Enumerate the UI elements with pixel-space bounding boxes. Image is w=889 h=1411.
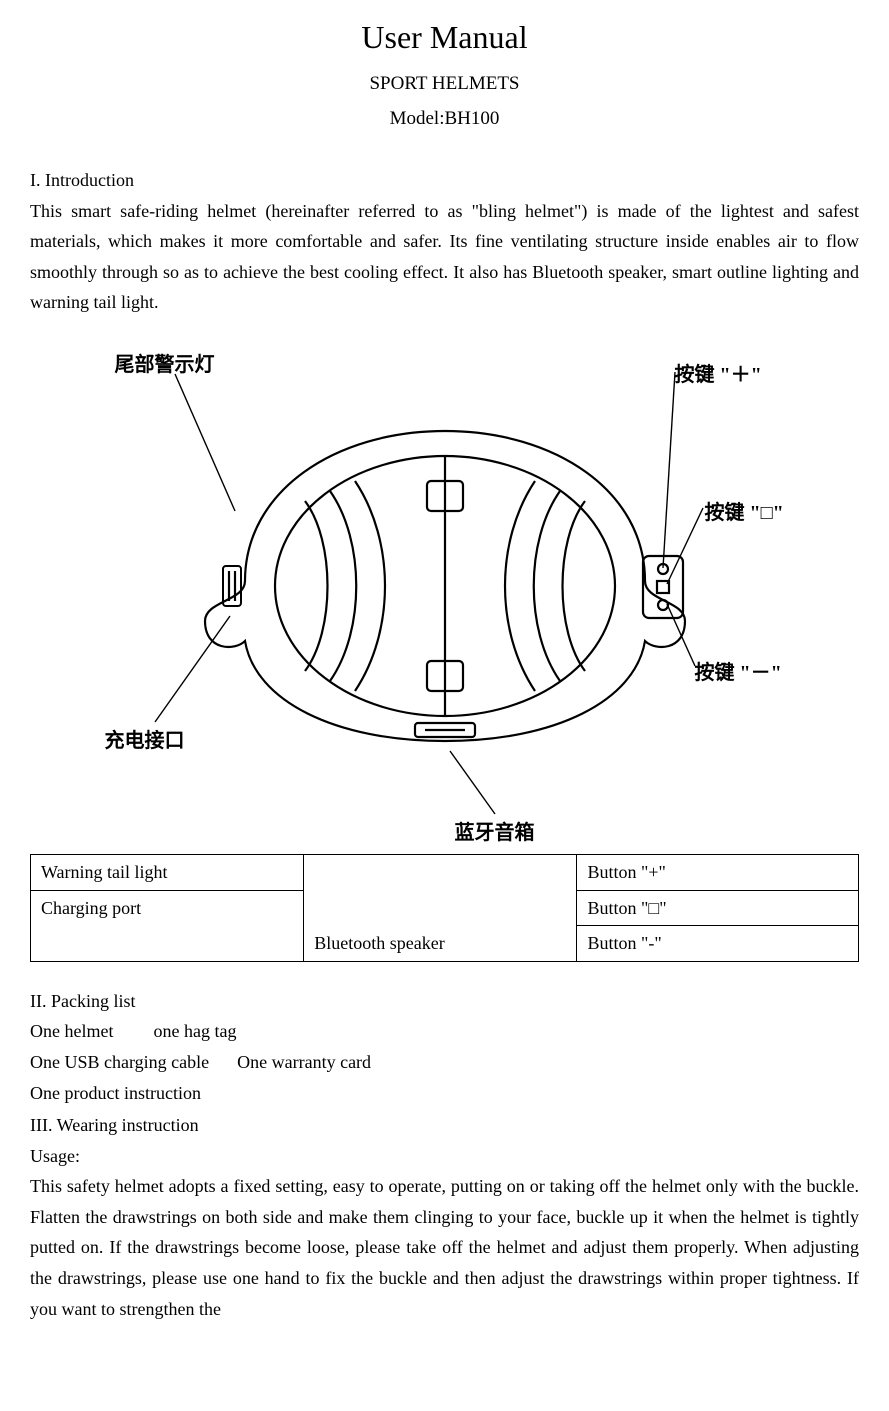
section-1-heading: I. Introduction	[30, 165, 859, 196]
cell-button-square: Button "□"	[577, 890, 859, 926]
document-subtitle: SPORT HELMETS	[30, 68, 859, 100]
introduction-body: This smart safe-riding helmet (hereinaft…	[30, 196, 859, 318]
packing-line-3: One product instruction	[30, 1078, 859, 1109]
packing-line-2: One USB charging cable One warranty card	[30, 1047, 859, 1078]
helmet-diagram: 尾部警示灯 充电接口 蓝牙音箱 按键 "＋" 按键 "□" 按键 "－"	[75, 336, 815, 846]
packing-item-helmet: One helmet	[30, 1021, 113, 1041]
cell-charging-port: Charging port	[31, 890, 304, 961]
cell-button-plus: Button "+"	[577, 854, 859, 890]
packing-item-hagtag: one hag tag	[153, 1021, 236, 1041]
model-number: Model:BH100	[30, 103, 859, 135]
helmet-diagram-container: 尾部警示灯 充电接口 蓝牙音箱 按键 "＋" 按键 "□" 按键 "－"	[30, 336, 859, 846]
wearing-instruction-body: This safety helmet adopts a fixed settin…	[30, 1171, 859, 1324]
label-tail-light: 尾部警示灯	[115, 348, 215, 382]
label-button-minus: 按键 "－"	[695, 656, 782, 690]
cell-bluetooth-speaker: Bluetooth speaker	[304, 854, 577, 961]
document-title: User Manual	[30, 10, 859, 64]
cell-button-minus: Button "-"	[577, 926, 859, 962]
packing-line-1: One helmet one hag tag	[30, 1016, 859, 1047]
parts-table: Warning tail light Bluetooth speaker But…	[30, 854, 859, 962]
packing-item-usb: One USB charging cable	[30, 1052, 209, 1072]
label-charging-port: 充电接口	[105, 724, 185, 758]
cell-warning-tail-light: Warning tail light	[31, 854, 304, 890]
section-3-heading: III. Wearing instruction	[30, 1110, 859, 1141]
section-2-heading: II. Packing list	[30, 986, 859, 1017]
usage-label: Usage:	[30, 1141, 859, 1172]
label-button-plus: 按键 "＋"	[675, 358, 762, 392]
packing-item-warranty: One warranty card	[237, 1052, 371, 1072]
helmet-illustration	[185, 401, 705, 761]
label-bluetooth-speaker: 蓝牙音箱	[455, 816, 535, 850]
label-button-square: 按键 "□"	[705, 496, 784, 530]
